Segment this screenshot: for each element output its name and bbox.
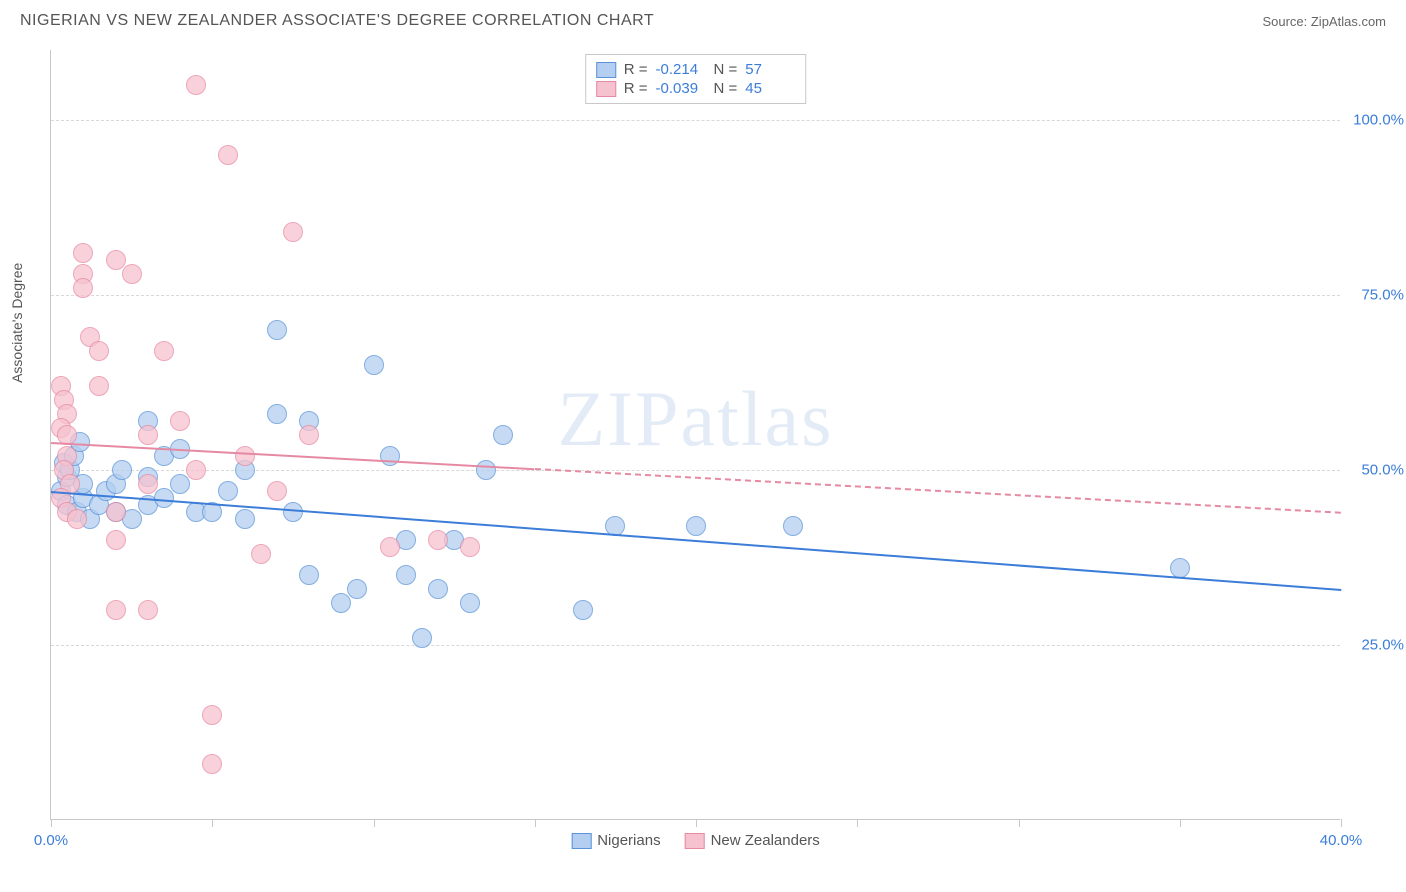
data-point — [380, 537, 400, 557]
x-tick — [1019, 819, 1020, 827]
data-point — [347, 579, 367, 599]
data-point — [67, 509, 87, 529]
data-point — [267, 320, 287, 340]
x-tick — [1180, 819, 1181, 827]
data-point — [493, 425, 513, 445]
gridline — [51, 295, 1340, 296]
data-point — [396, 565, 416, 585]
x-tick-label: 40.0% — [1320, 832, 1363, 849]
data-point — [267, 481, 287, 501]
data-point — [364, 355, 384, 375]
data-point — [299, 565, 319, 585]
data-point — [154, 488, 174, 508]
data-point — [283, 502, 303, 522]
stats-legend-box: R = -0.214 N = 57 R = -0.039 N = 45 — [585, 54, 807, 104]
data-point — [170, 474, 190, 494]
data-point — [412, 628, 432, 648]
x-tick — [535, 819, 536, 827]
data-point — [218, 145, 238, 165]
x-tick — [696, 819, 697, 827]
data-point — [428, 579, 448, 599]
trend-line — [51, 491, 1341, 591]
data-point — [186, 460, 206, 480]
data-point — [283, 222, 303, 242]
y-tick-label: 50.0% — [1361, 462, 1404, 479]
data-point — [154, 341, 174, 361]
data-point — [106, 530, 126, 550]
x-tick — [51, 819, 52, 827]
data-point — [783, 516, 803, 536]
x-tick — [374, 819, 375, 827]
data-point — [170, 411, 190, 431]
stat-n-value: 45 — [745, 80, 795, 97]
chart-plot-area: Associate's Degree ZIPatlas R =-0.214N =… — [50, 50, 1340, 820]
y-axis-title: Associate's Degree — [9, 262, 25, 382]
data-point — [112, 460, 132, 480]
stat-n-value: 57 — [745, 61, 795, 78]
y-tick-label: 75.0% — [1361, 287, 1404, 304]
data-point — [202, 705, 222, 725]
legend-item: New Zealanders — [685, 832, 820, 849]
stats-row: R = -0.039 N = 45 — [596, 79, 796, 98]
data-point — [686, 516, 706, 536]
data-point — [460, 537, 480, 557]
bottom-legend: Nigerians New Zealanders — [571, 832, 820, 849]
data-point — [267, 404, 287, 424]
data-point — [73, 243, 93, 263]
y-tick-label: 25.0% — [1361, 637, 1404, 654]
x-tick — [212, 819, 213, 827]
data-point — [331, 593, 351, 613]
data-point — [106, 600, 126, 620]
watermark-text: ZIPatlas — [558, 374, 834, 464]
data-point — [106, 250, 126, 270]
data-point — [89, 376, 109, 396]
stat-r-value: -0.039 — [656, 80, 706, 97]
data-point — [138, 600, 158, 620]
y-tick-label: 100.0% — [1353, 112, 1404, 129]
stat-n-label: N = — [714, 80, 738, 97]
data-point — [573, 600, 593, 620]
legend-label: Nigerians — [597, 832, 660, 849]
data-point — [138, 474, 158, 494]
data-point — [380, 446, 400, 466]
legend-label: New Zealanders — [711, 832, 820, 849]
gridline — [51, 120, 1340, 121]
legend-item: Nigerians — [571, 832, 660, 849]
stat-r-value: -0.214 — [656, 61, 706, 78]
x-tick-label: 0.0% — [34, 832, 68, 849]
data-point — [428, 530, 448, 550]
data-point — [460, 593, 480, 613]
stat-r-label: R = — [624, 80, 648, 97]
gridline — [51, 645, 1340, 646]
data-point — [299, 425, 319, 445]
chart-title: NIGERIAN VS NEW ZEALANDER ASSOCIATE'S DE… — [20, 12, 654, 30]
data-point — [218, 481, 238, 501]
data-point — [235, 509, 255, 529]
data-point — [73, 278, 93, 298]
x-tick — [1341, 819, 1342, 827]
stats-row: R = -0.214 N = 57 — [596, 60, 796, 79]
legend-swatch — [685, 833, 705, 849]
legend-swatch — [596, 62, 616, 78]
data-point — [122, 264, 142, 284]
x-tick — [857, 819, 858, 827]
stat-n-label: N = — [714, 61, 738, 78]
legend-swatch — [596, 81, 616, 97]
data-point — [186, 75, 206, 95]
data-point — [202, 754, 222, 774]
data-point — [235, 446, 255, 466]
data-point — [251, 544, 271, 564]
source-label: Source: ZipAtlas.com — [1262, 14, 1386, 29]
stat-r-label: R = — [624, 61, 648, 78]
trend-line — [535, 468, 1341, 514]
legend-swatch — [571, 833, 591, 849]
data-point — [138, 425, 158, 445]
data-point — [1170, 558, 1190, 578]
data-point — [89, 341, 109, 361]
data-point — [476, 460, 496, 480]
data-point — [106, 502, 126, 522]
